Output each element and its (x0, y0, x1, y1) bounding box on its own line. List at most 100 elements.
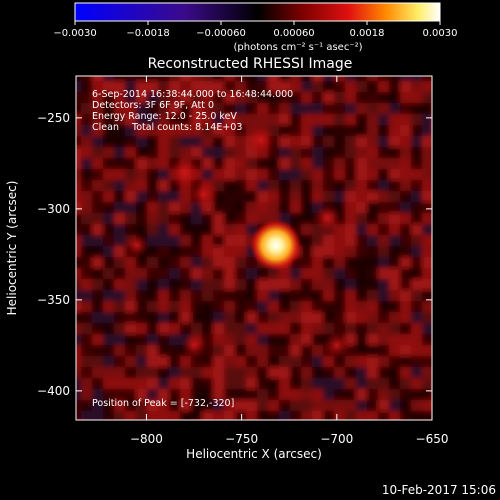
image-texture-cell (257, 114, 269, 126)
image-texture-cell (433, 411, 445, 423)
image-texture-cell (235, 103, 247, 115)
image-texture-cell (334, 268, 346, 280)
image-texture-cell (411, 400, 423, 412)
image-texture-cell (378, 356, 390, 368)
image-texture-cell (279, 279, 291, 291)
image-texture-cell (224, 191, 236, 203)
image-texture-cell (389, 125, 401, 137)
image-texture-cell (114, 125, 126, 137)
image-texture-cell (136, 92, 148, 104)
image-texture-cell (367, 180, 379, 192)
image-texture-cell (411, 147, 423, 159)
image-texture-cell (224, 367, 236, 379)
y-axis-label: Heliocentric Y (arcsec) (5, 181, 19, 316)
image-texture-cell (76, 224, 82, 236)
image-texture-cell (367, 81, 379, 93)
image-texture-cell (169, 345, 181, 357)
image-texture-cell (290, 103, 302, 115)
image-texture-cell (433, 136, 445, 148)
image-texture-cell (257, 345, 269, 357)
image-texture-cell (169, 389, 181, 401)
image-texture-cell (191, 147, 203, 159)
image-texture-cell (169, 246, 181, 258)
image-texture-cell (92, 114, 104, 126)
image-texture-cell (367, 268, 379, 280)
image-texture-cell (389, 290, 401, 302)
image-texture-cell (378, 378, 390, 390)
image-texture-cell (92, 323, 104, 335)
image-texture-cell (290, 378, 302, 390)
image-texture-cell (158, 136, 170, 148)
image-texture-cell (180, 356, 192, 368)
image-texture-cell (158, 103, 170, 115)
image-texture-cell (367, 92, 379, 104)
image-texture-cell (356, 257, 368, 269)
image-texture-cell (246, 180, 258, 192)
image-texture-cell (180, 367, 192, 379)
image-texture-cell (246, 367, 258, 379)
image-texture-cell (202, 279, 214, 291)
x-tick-label: −750 (225, 432, 258, 446)
image-texture-cell (213, 125, 225, 137)
image-texture-cell (389, 147, 401, 159)
image-texture-cell (136, 180, 148, 192)
image-texture-cell (103, 147, 115, 159)
image-texture-cell (356, 235, 368, 247)
image-texture-cell (114, 279, 126, 291)
image-texture-cell (356, 422, 368, 434)
image-texture-cell (301, 378, 313, 390)
image-texture-cell (202, 257, 214, 269)
image-texture-cell (279, 422, 291, 434)
image-texture-cell (114, 114, 126, 126)
image-texture-cell (202, 213, 214, 225)
image-texture-cell (334, 125, 346, 137)
image-texture-cell (169, 76, 181, 82)
image-texture-cell (158, 290, 170, 302)
image-texture-cell (92, 301, 104, 313)
image-texture-cell (312, 147, 324, 159)
image-texture-cell (224, 76, 236, 82)
image-texture-cell (312, 301, 324, 313)
image-texture-cell (389, 422, 401, 434)
image-texture-cell (301, 345, 313, 357)
image-texture-cell (224, 125, 236, 137)
image-texture-cell (268, 76, 280, 82)
image-texture-cell (147, 235, 159, 247)
image-texture-cell (411, 81, 423, 93)
image-texture-cell (433, 114, 445, 126)
image-texture-cell (169, 312, 181, 324)
image-texture-cell (147, 345, 159, 357)
image-texture-cell (356, 76, 368, 82)
image-texture-cell (334, 367, 346, 379)
image-texture-cell (246, 114, 258, 126)
image-texture-cell (70, 422, 82, 434)
image-texture-cell (92, 367, 104, 379)
image-texture-cell (246, 312, 258, 324)
image-texture-cell (92, 76, 104, 82)
image-texture-cell (290, 76, 302, 82)
image-texture-cell (180, 136, 192, 148)
image-texture-cell (422, 356, 432, 368)
image-texture-cell (114, 76, 126, 82)
image-texture-cell (433, 213, 445, 225)
x-tick-label: −650 (416, 432, 449, 446)
image-texture-cell (367, 76, 379, 82)
image-texture-cell (169, 257, 181, 269)
image-texture-cell (202, 81, 214, 93)
image-texture-cell (114, 422, 126, 434)
image-texture-cell (76, 301, 82, 313)
image-texture-cell (334, 378, 346, 390)
image-texture-cell (378, 76, 390, 82)
image-texture-cell (356, 147, 368, 159)
image-texture-cell (81, 411, 93, 420)
image-texture-cell (213, 389, 225, 401)
image-texture-cell (191, 114, 203, 126)
image-texture-cell (81, 323, 93, 335)
image-texture-cell (224, 400, 236, 412)
image-texture-cell (92, 257, 104, 269)
image-texture-cell (334, 191, 346, 203)
image-texture-cell (411, 235, 423, 247)
image-texture-cell (76, 191, 82, 203)
image-texture-cell (422, 290, 432, 302)
image-texture-cell (213, 213, 225, 225)
